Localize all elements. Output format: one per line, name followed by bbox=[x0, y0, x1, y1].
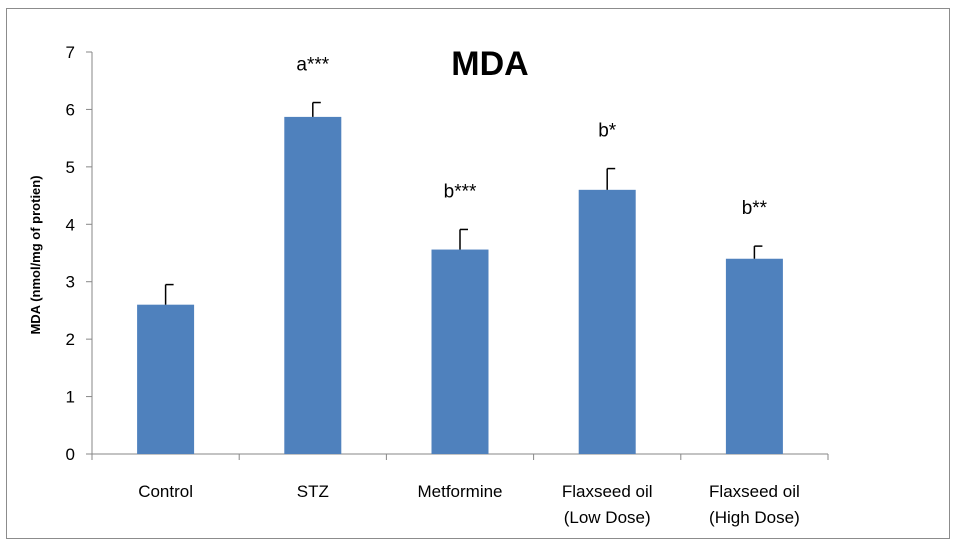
y-tick-label: 6 bbox=[66, 100, 75, 119]
y-tick-label: 3 bbox=[66, 273, 75, 292]
x-tick-label: STZ bbox=[297, 482, 329, 501]
error-bars bbox=[164, 101, 763, 305]
x-tick-label: Flaxseed oil bbox=[562, 482, 653, 501]
annotations: a*** b*** b* b** bbox=[296, 55, 767, 220]
significance-label: b** bbox=[742, 198, 768, 219]
y-tick-label: 2 bbox=[66, 330, 75, 349]
y-tick-label: 4 bbox=[66, 215, 75, 234]
y-axis-label: MDA (nmol/mg of protien) bbox=[28, 175, 43, 334]
significance-label: a*** bbox=[296, 55, 329, 76]
significance-label: b*** bbox=[444, 181, 477, 202]
bars bbox=[137, 116, 783, 455]
bar bbox=[137, 304, 195, 454]
y-tick-label: 5 bbox=[66, 158, 75, 177]
bar bbox=[284, 116, 342, 454]
y-tick-labels: 0 1 2 3 4 5 6 7 bbox=[66, 43, 75, 464]
chart-title: MDA bbox=[451, 45, 528, 83]
x-tick-labels: Control STZ Metformine Flaxseed oil (Low Dos… bbox=[138, 482, 800, 527]
y-tick-label: 0 bbox=[66, 445, 75, 464]
x-tick-label: Flaxseed oil bbox=[709, 482, 800, 501]
y-tick-label: 7 bbox=[66, 43, 75, 62]
bar bbox=[725, 258, 783, 454]
significance-label: b* bbox=[598, 121, 617, 142]
x-tick-label: Control bbox=[138, 482, 193, 501]
bar bbox=[578, 189, 636, 455]
x-tick-label: (Low Dose) bbox=[564, 508, 651, 527]
bar bbox=[431, 249, 489, 454]
y-tick-label: 1 bbox=[66, 388, 75, 407]
x-tick-label: Metformine bbox=[417, 482, 502, 501]
x-tick-label: (High Dose) bbox=[709, 508, 800, 527]
